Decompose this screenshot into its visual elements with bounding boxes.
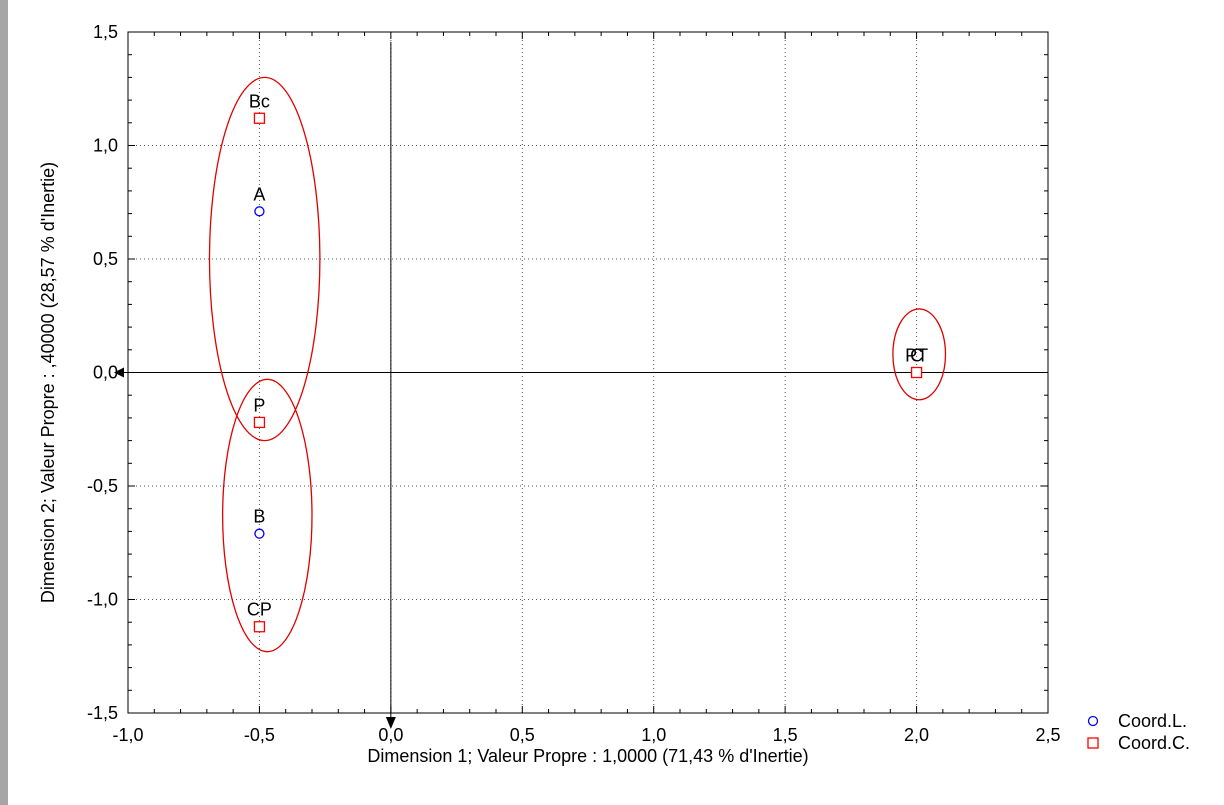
down-arrowhead	[385, 717, 396, 729]
y-tick-label: -1,0	[87, 590, 118, 610]
cluster-ellipses	[208, 76, 947, 653]
point-label: P	[253, 395, 265, 415]
point-marker-square	[253, 416, 266, 429]
point-label: B	[253, 507, 265, 527]
x-tick-label: -0,5	[244, 725, 275, 745]
y-tick-label: 0,5	[93, 249, 118, 269]
data-points: A B C Bc P CP PT	[247, 91, 928, 633]
y-axis-title: Dimension 2; Valeur Propre : ,40000 (28,…	[38, 162, 58, 603]
y-tick-label: 1,0	[93, 136, 118, 156]
x-tick-label: 1,0	[641, 725, 666, 745]
point-marker-square	[253, 112, 266, 124]
cluster-ellipse	[208, 76, 321, 442]
legend-marker-square	[1087, 737, 1099, 749]
legend: Coord.L.Coord.C.	[1087, 711, 1190, 753]
y-tick-label: -0,5	[87, 476, 118, 496]
y-tick-label: -1,5	[87, 703, 118, 723]
x-tick-label: 2,5	[1035, 725, 1060, 745]
y-tick-label: 0,0	[93, 363, 118, 383]
origin-axes	[114, 42, 1048, 729]
y-tick-labels: 1,5 1,0 0,5 0,0 -0,5 -1,0 -1,5	[87, 22, 118, 723]
x-tick-label: 1,5	[773, 725, 798, 745]
x-axis-title: Dimension 1; Valeur Propre : 1,0000 (71,…	[367, 746, 808, 766]
point-marker-square	[910, 366, 923, 379]
x-tick-labels: -1,0 -0,5 0,0 0,5 1,0 1,5 2,0 2,5	[112, 725, 1060, 745]
x-tick-label: -1,0	[112, 725, 143, 745]
tick-marks	[127, 31, 1049, 714]
cluster-ellipse	[221, 378, 313, 653]
y-tick-label: 1,5	[93, 22, 118, 42]
legend-marker-circle	[1087, 715, 1099, 727]
x-tick-label: 2,0	[904, 725, 929, 745]
x-tick-label: 0,5	[510, 725, 535, 745]
window-left-border	[0, 0, 8, 805]
point-label: CP	[247, 600, 272, 620]
point-marker-circle	[254, 206, 265, 217]
point-marker-circle	[254, 528, 265, 539]
point-label: C	[910, 346, 923, 366]
point-label: PT	[905, 346, 928, 366]
point-marker-square	[253, 621, 266, 633]
point-label: A	[253, 184, 265, 204]
point-label: Bc	[249, 91, 270, 111]
legend-label: Coord.L.	[1118, 711, 1187, 731]
legend-label: Coord.C.	[1118, 733, 1190, 753]
x-tick-label: 0,0	[378, 725, 403, 745]
cluster-ellipse	[892, 308, 947, 401]
left-arrowhead	[114, 367, 124, 378]
